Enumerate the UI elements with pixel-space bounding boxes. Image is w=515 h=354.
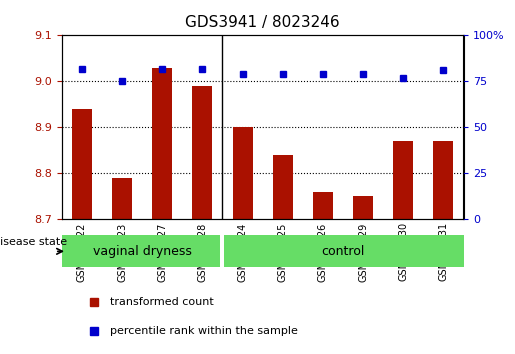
Bar [152, 68, 172, 219]
Bar [62, 235, 220, 267]
Bar [433, 141, 453, 219]
Bar [393, 141, 413, 219]
Text: vaginal dryness: vaginal dryness [93, 245, 192, 258]
Bar [192, 86, 212, 219]
Bar [273, 155, 293, 219]
Title: GDS3941 / 8023246: GDS3941 / 8023246 [185, 15, 340, 30]
Text: disease state: disease state [0, 238, 67, 247]
Bar [353, 196, 373, 219]
Bar [232, 127, 252, 219]
Bar [225, 235, 464, 267]
Text: percentile rank within the sample: percentile rank within the sample [110, 326, 298, 336]
Bar [313, 192, 333, 219]
Bar [72, 109, 92, 219]
Text: transformed count: transformed count [110, 297, 214, 307]
Bar [112, 178, 132, 219]
Text: control: control [321, 245, 365, 258]
